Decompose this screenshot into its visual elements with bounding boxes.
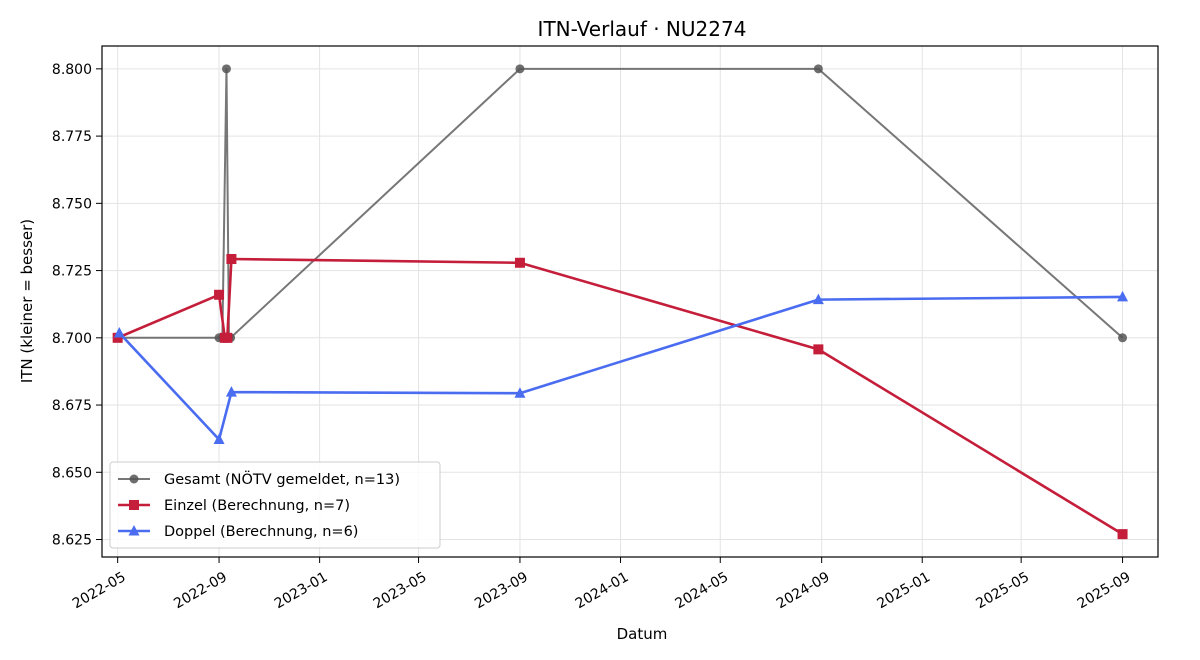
y-tick-label: 8.700 [52, 331, 92, 347]
series-einzel [112, 254, 1128, 540]
series-line-einzel [117, 257, 1124, 536]
legend-item-gesamt: Gesamt (NÖTV gemeldet, n=13) [118, 470, 400, 488]
data-point-einzel [813, 344, 824, 355]
data-point-einzel [112, 332, 123, 343]
legend-items: Gesamt (NÖTV gemeldet, n=13) Einzel (Bere… [118, 470, 400, 540]
data-point-doppel [225, 386, 237, 397]
data-point-einzel [226, 254, 237, 265]
y-tick-label: 8.750 [52, 196, 92, 212]
legend-label: Doppel (Berechnung, n=6) [164, 524, 358, 540]
y-tick-label: 8.625 [52, 533, 92, 549]
legend-item-doppel: Doppel (Berechnung, n=6) [118, 524, 358, 540]
data-point-doppel [1117, 290, 1129, 302]
series-layer [112, 64, 1129, 540]
series-doppel [113, 290, 1129, 444]
legend-label: Gesamt (NÖTV gemeldet, n=13) [164, 470, 400, 488]
data-point-doppel [113, 326, 125, 338]
y-tick-label: 8.675 [52, 398, 92, 414]
data-point-einzel [214, 289, 225, 300]
data-point-einzel [222, 332, 233, 343]
legend-swatch-marker [129, 500, 139, 510]
legend-swatch-marker [129, 474, 139, 484]
data-point-gesamt [1118, 333, 1128, 343]
data-point-doppel [213, 433, 225, 444]
data-point-einzel [1117, 529, 1128, 540]
y-tick-label: 8.800 [52, 62, 92, 78]
data-point-gesamt [221, 64, 231, 74]
y-axis-label: ITN (kleiner = besser) [18, 219, 36, 383]
series-line-doppel [118, 295, 1123, 441]
legend-item-einzel: Einzel (Berechnung, n=7) [118, 498, 350, 514]
x-axis-label: Datum [617, 625, 668, 643]
legend-box [109, 461, 441, 549]
legend-label: Einzel (Berechnung, n=7) [164, 498, 350, 514]
plot-frame [101, 45, 1159, 558]
legend-swatch-marker [128, 525, 140, 536]
data-point-gesamt [515, 64, 525, 74]
chart-title: ITN-Verlauf · NU2274 [538, 17, 747, 41]
data-point-einzel [514, 257, 525, 268]
y-tick-label: 8.725 [52, 264, 92, 280]
data-point-doppel [812, 293, 824, 305]
y-tick-label: 8.775 [52, 129, 92, 145]
data-point-gesamt [813, 64, 823, 74]
data-point-doppel [514, 387, 526, 398]
y-tick-label: 8.650 [52, 465, 92, 481]
legend: Gesamt (NÖTV gemeldet, n=13) Einzel (Bere… [109, 461, 441, 549]
